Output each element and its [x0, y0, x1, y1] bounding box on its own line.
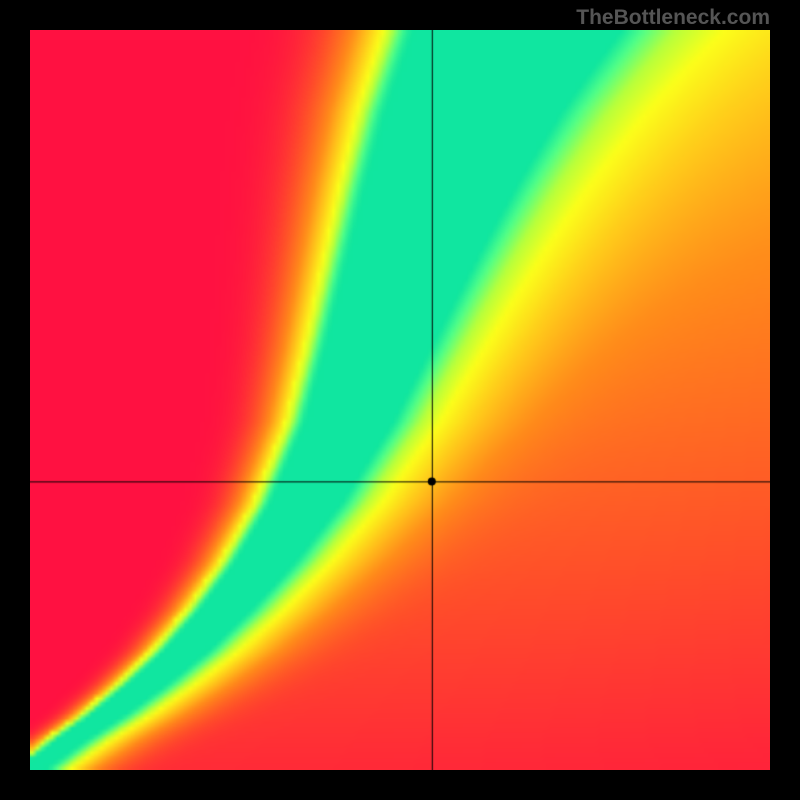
bottleneck-heatmap [30, 30, 770, 770]
chart-container: TheBottleneck.com [0, 0, 800, 800]
watermark-text: TheBottleneck.com [576, 6, 770, 30]
